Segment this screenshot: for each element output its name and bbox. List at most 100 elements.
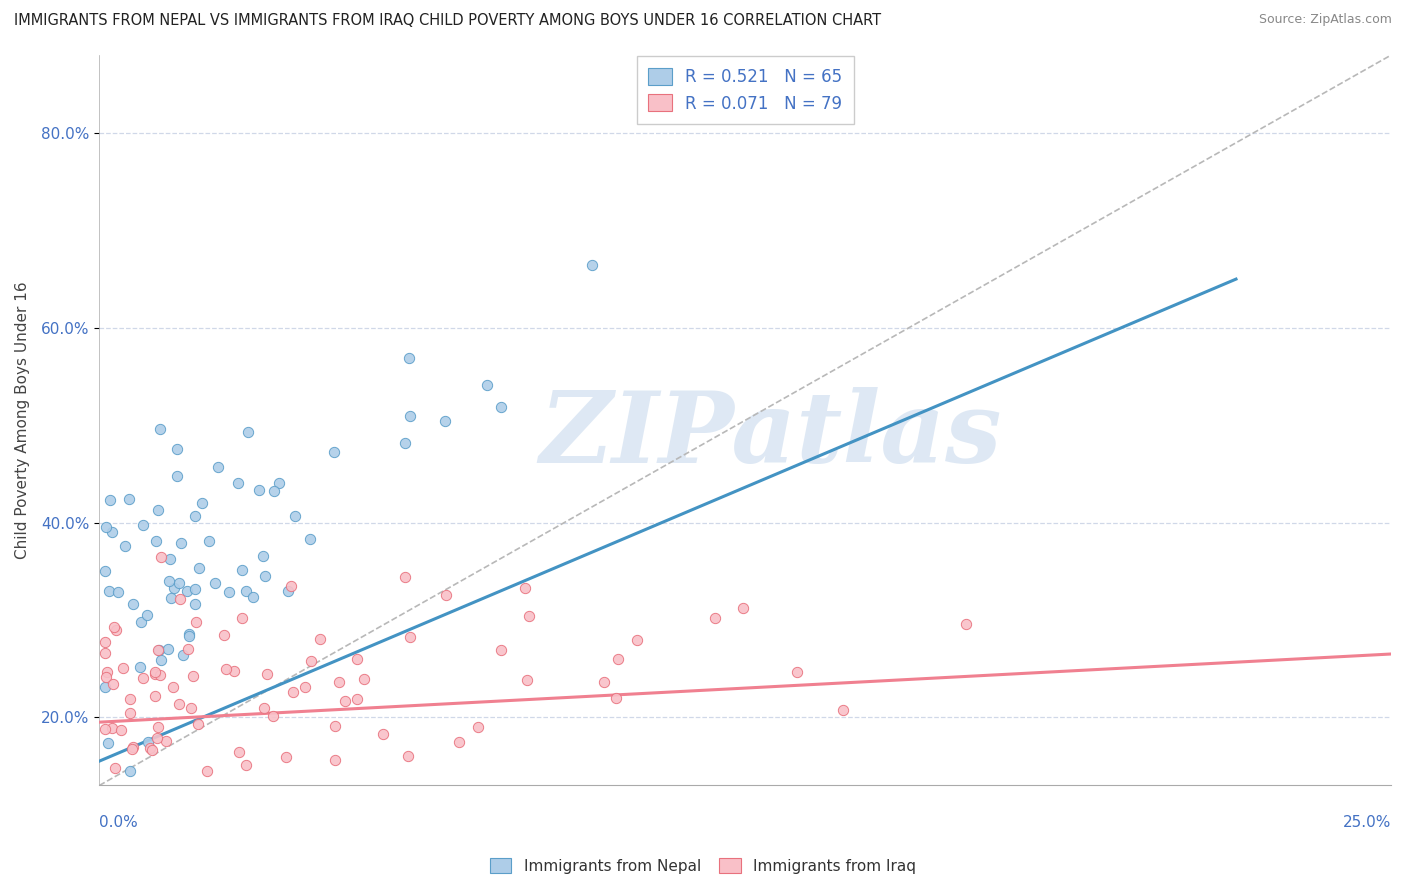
Point: [831, 703, 853, 717]
Point: [184, 582, 207, 596]
Point: [323, 718, 346, 732]
Point: [247, 483, 270, 497]
Point: [491, 400, 513, 414]
Text: IMMIGRANTS FROM NEPAL VS IMMIGRANTS FROM IRAQ CHILD POVERTY AMONG BOYS UNDER 16 : IMMIGRANTS FROM NEPAL VS IMMIGRANTS FROM…: [14, 13, 882, 29]
Point: [103, 620, 125, 634]
Point: [212, 628, 235, 642]
Point: [703, 611, 725, 625]
Point: [136, 735, 159, 749]
Point: [228, 746, 250, 760]
Point: [169, 592, 191, 607]
Legend: Immigrants from Nepal, Immigrants from Iraq: Immigrants from Nepal, Immigrants from I…: [484, 852, 922, 880]
Point: [184, 509, 207, 524]
Point: [280, 579, 302, 593]
Point: [139, 741, 162, 756]
Point: [93, 680, 115, 694]
Point: [262, 709, 284, 723]
Point: [605, 691, 627, 706]
Point: [516, 673, 538, 687]
Point: [593, 675, 616, 690]
Point: [204, 576, 226, 591]
Point: [254, 569, 277, 583]
Point: [160, 591, 183, 606]
Point: [122, 597, 145, 611]
Point: [172, 648, 194, 663]
Point: [118, 492, 141, 507]
Point: [224, 664, 246, 678]
Point: [110, 723, 132, 737]
Point: [299, 654, 322, 668]
Point: [179, 627, 201, 641]
Point: [157, 574, 180, 589]
Point: [163, 582, 186, 596]
Point: [187, 717, 209, 731]
Point: [118, 706, 141, 720]
Point: [267, 476, 290, 491]
Point: [231, 564, 253, 578]
Point: [136, 608, 159, 623]
Point: [146, 643, 169, 657]
Point: [181, 669, 204, 683]
Point: [96, 665, 118, 679]
Point: [145, 665, 167, 679]
Point: [191, 496, 214, 510]
Point: [346, 652, 368, 666]
Point: [177, 629, 200, 643]
Text: 25.0%: 25.0%: [1343, 814, 1391, 830]
Point: [513, 581, 536, 595]
Point: [394, 436, 416, 450]
Point: [581, 258, 603, 272]
Point: [170, 535, 193, 549]
Point: [218, 585, 240, 599]
Point: [107, 585, 129, 599]
Point: [231, 611, 253, 625]
Point: [146, 731, 169, 746]
Point: [159, 552, 181, 566]
Point: [146, 503, 169, 517]
Point: [323, 445, 346, 459]
Point: [132, 671, 155, 685]
Point: [162, 680, 184, 694]
Point: [731, 600, 754, 615]
Point: [252, 701, 274, 715]
Point: [167, 698, 190, 712]
Point: [166, 442, 188, 457]
Point: [166, 469, 188, 483]
Point: [118, 691, 141, 706]
Point: [277, 583, 299, 598]
Point: [167, 575, 190, 590]
Point: [447, 735, 470, 749]
Point: [98, 492, 121, 507]
Point: [150, 653, 173, 667]
Point: [955, 617, 977, 632]
Point: [104, 623, 127, 637]
Point: [398, 351, 420, 366]
Point: [298, 533, 321, 547]
Point: [263, 483, 285, 498]
Text: Source: ZipAtlas.com: Source: ZipAtlas.com: [1258, 13, 1392, 27]
Point: [434, 588, 457, 602]
Point: [148, 422, 170, 436]
Point: [96, 519, 118, 533]
Point: [176, 584, 198, 599]
Point: [188, 560, 211, 574]
Point: [141, 742, 163, 756]
Point: [121, 742, 143, 756]
Point: [309, 632, 332, 646]
Point: [120, 764, 142, 778]
Point: [394, 570, 416, 584]
Point: [276, 749, 298, 764]
Point: [149, 667, 172, 681]
Point: [93, 634, 115, 648]
Point: [398, 409, 420, 423]
Point: [236, 425, 259, 439]
Point: [128, 660, 150, 674]
Point: [93, 564, 115, 578]
Point: [256, 667, 278, 681]
Point: [101, 722, 124, 736]
Point: [103, 677, 125, 691]
Point: [606, 652, 628, 666]
Point: [242, 590, 264, 604]
Point: [434, 414, 457, 428]
Point: [399, 630, 422, 644]
